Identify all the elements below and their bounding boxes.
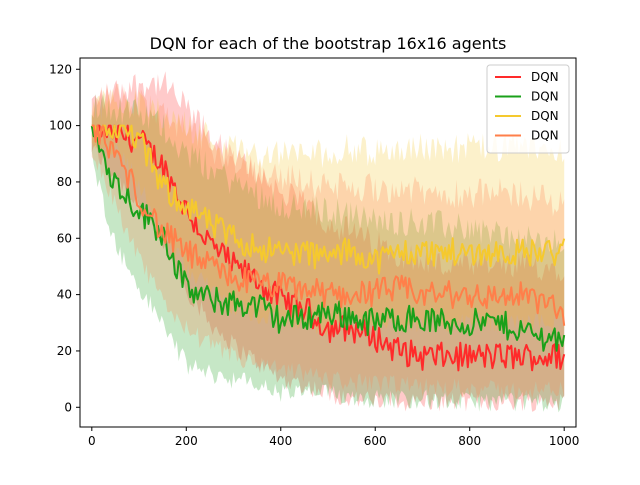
confidence-band-2 xyxy=(91,93,565,413)
y-tick-label: 0 xyxy=(64,400,72,414)
confidence-band-3 xyxy=(91,88,565,338)
y-tick-label: 20 xyxy=(57,344,72,358)
y-tick-label: 80 xyxy=(57,175,72,189)
legend-label-2: DQN xyxy=(531,90,559,104)
confidence-band-4 xyxy=(91,83,565,400)
chart-title: DQN for each of the bootstrap 16x16 agen… xyxy=(150,34,507,53)
x-tick-label: 1000 xyxy=(549,434,580,448)
y-tick-label: 60 xyxy=(57,231,72,245)
series-line-2 xyxy=(90,125,566,352)
y-tick-label: 120 xyxy=(49,62,72,76)
legend: DQN DQN DQN DQN xyxy=(486,64,570,154)
series-line-1 xyxy=(91,124,566,372)
x-axis: 0 200 400 600 800 1000 xyxy=(88,427,579,448)
series-line-3 xyxy=(91,124,566,275)
x-tick-label: 200 xyxy=(175,434,198,448)
legend-label-4: DQN xyxy=(531,129,559,143)
series-line-4 xyxy=(91,124,566,326)
x-tick-label: 0 xyxy=(88,434,96,448)
y-axis: 0 20 40 60 80 100 120 xyxy=(49,62,80,414)
legend-box xyxy=(486,64,570,154)
series-lines xyxy=(90,124,566,372)
x-tick-label: 800 xyxy=(458,434,481,448)
legend-label-3: DQN xyxy=(531,109,559,123)
axes-frame xyxy=(79,57,577,428)
y-tick-label: 40 xyxy=(57,288,72,302)
y-tick-label: 100 xyxy=(49,119,72,133)
x-tick-label: 400 xyxy=(269,434,292,448)
legend-label-1: DQN xyxy=(531,70,559,84)
x-tick-label: 600 xyxy=(364,434,387,448)
